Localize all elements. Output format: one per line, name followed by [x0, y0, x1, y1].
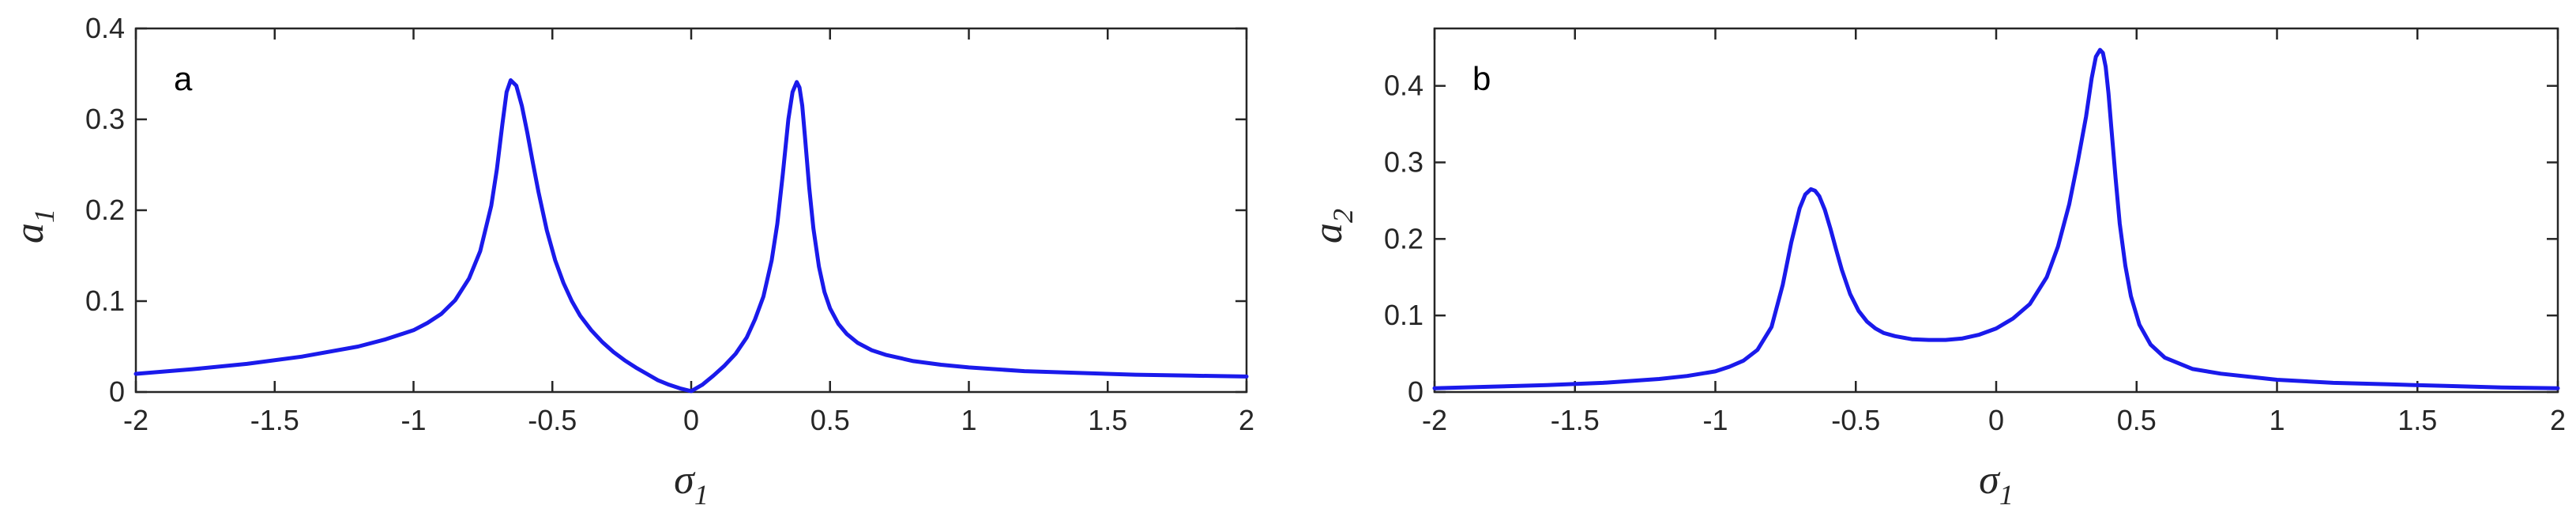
y-axis-label-subscript: 2 — [1327, 209, 1359, 223]
x-tick-label: 1 — [961, 404, 976, 436]
plot-frame — [1433, 27, 2559, 394]
y-tick-label: 0.3 — [1384, 145, 1423, 178]
x-tick-label: 0.5 — [2117, 404, 2157, 436]
x-axis-ticks: -2 -1.5 -1 -0.5 0 0.5 1 1.5 2 — [1422, 28, 2566, 436]
x-tick-label: -1 — [401, 404, 426, 436]
x-tick-label: -0.5 — [1831, 404, 1880, 436]
panel-a-chart: 00.10.20.30.4 -2 -1.5 -1 -0.5 0 0.5 1 1.5 2 a a1… — [7, 12, 1254, 511]
y-axis-label: a2 — [1306, 209, 1359, 243]
y-tick-label: 0.2 — [85, 194, 125, 226]
x-tick-label: -1.5 — [250, 404, 299, 436]
y-axis-label-main: a — [7, 223, 52, 243]
series-line — [1432, 47, 2560, 390]
x-axis-label: σ1 — [674, 458, 709, 511]
x-tick-label: -2 — [1422, 404, 1447, 436]
y-tick-label: 0.4 — [85, 12, 125, 44]
x-axis-label-main: σ — [1979, 458, 2001, 503]
x-tick-label: 2 — [2550, 404, 2566, 436]
x-tick-label: 0.5 — [810, 404, 850, 436]
y-tick-label: 0.1 — [85, 285, 125, 317]
x-axis-label-subscript: 1 — [694, 479, 709, 511]
x-tick-label: -0.5 — [528, 404, 577, 436]
x-axis-ticks: -2 -1.5 -1 -0.5 0 0.5 1 1.5 2 — [123, 28, 1254, 436]
x-tick-label: 2 — [1239, 404, 1254, 436]
y-axis-ticks: 0 0.1 0.2 0.3 0.4 — [1384, 70, 2558, 408]
y-axis-label-main: a — [1306, 223, 1351, 243]
x-tick-label: -1.5 — [1551, 404, 1600, 436]
y-tick-label: 0.1 — [1384, 299, 1423, 331]
x-tick-label: -2 — [123, 404, 149, 436]
x-tick-label: 1.5 — [2397, 404, 2437, 436]
y-tick-label: 0 — [109, 375, 125, 408]
panel-label: b — [1472, 60, 1491, 97]
x-axis-label: σ1 — [1979, 458, 2014, 511]
series-line — [134, 78, 1249, 394]
y-tick-label: 0.3 — [85, 103, 125, 135]
y-axis-label-subscript: 1 — [28, 209, 60, 223]
x-tick-label: -1 — [1702, 404, 1728, 436]
y-tick-label: 0.4 — [1384, 70, 1423, 102]
x-tick-label: 0 — [1988, 404, 2004, 436]
x-tick-label: 0 — [683, 404, 699, 436]
y-tick-label: 0.2 — [1384, 222, 1423, 254]
y-axis-ticks: 0 0.1 0.2 0.3 0.4 — [85, 12, 1247, 408]
panel-label: a — [174, 60, 193, 97]
y-axis-label: a1 — [7, 209, 60, 243]
x-axis-label-subscript: 1 — [1999, 479, 2014, 511]
panel-b-chart: 00.10.20.30.4 -2 -1.5 -1 -0.5 0 0.5 1 1.5 2 b a2… — [1306, 27, 2566, 511]
x-axis-label-main: σ — [674, 458, 696, 503]
x-tick-label: 1.5 — [1088, 404, 1127, 436]
plot-frame — [134, 27, 1248, 394]
y-tick-label: 0 — [1408, 375, 1423, 408]
x-tick-label: 1 — [2269, 404, 2285, 436]
